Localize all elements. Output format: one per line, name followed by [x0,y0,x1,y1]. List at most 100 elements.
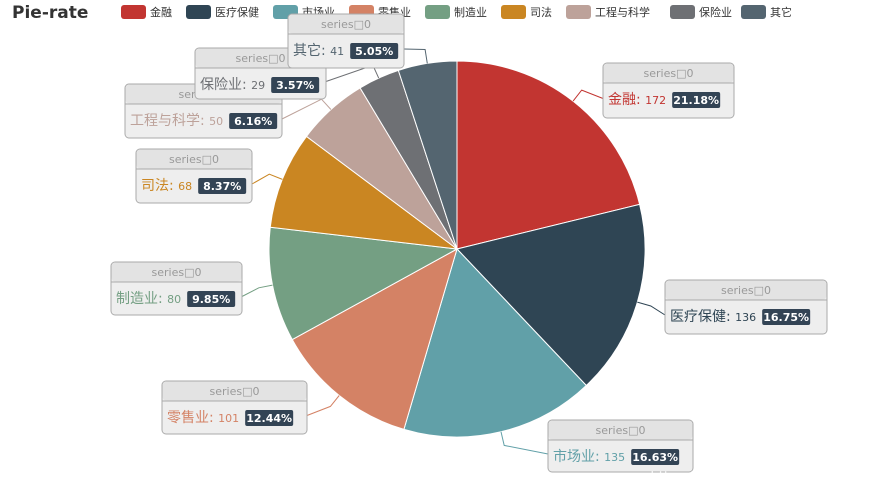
slice-6[interactable] [269,135,459,250]
label-header-band [288,14,404,34]
label-percent: 5.05% [355,45,393,58]
legend-swatch [566,5,591,19]
label-percent-badge [187,291,236,307]
label-name-value: 医疗保健: 136 [670,309,756,325]
legend-label: 医疗保健 [215,5,259,19]
label-percent-badge [631,449,680,465]
label-category: 工程与科学 [130,113,200,129]
label-category: 司法 [141,178,169,194]
label-percent-badge [672,92,721,108]
slice-4[interactable] [291,247,458,430]
label-header-band [111,262,242,282]
label-percent-badge [245,410,294,426]
leader-line-6 [251,173,283,185]
legend-swatch [670,5,695,19]
slice-labels: series□0 金融: 172 21.18% series□0 医疗保健: 136 16… [110,13,828,473]
label-header-band [665,280,827,300]
label-percent: 12.44% [246,412,292,425]
label-name-value: 零售业: 101 [167,410,239,426]
label-series-name: series□0 [721,284,771,297]
label-percent-badge [229,113,278,129]
legend-swatch [425,5,450,19]
label-value: 29 [251,79,265,92]
slice-label-4: series□0 零售业: 101 12.44% [161,380,308,435]
label-percent: 6.16% [234,115,272,128]
label-name-value: 制造业: 80 [116,291,181,307]
watermark-text: https://blog.csdn.net/qq_924485343 [650,470,887,485]
label-series-name: series□0 [152,266,202,279]
label-series-name: series□0 [169,153,219,166]
legend-item-2[interactable]: 医疗保健 [186,5,259,19]
label-name-value: 市场业: 135 [553,448,625,465]
legend: 金融 医疗保健 市场业 零售业 制造业 司法 工程与科学 保险业 其它 [121,5,792,19]
legend-label: 司法 [530,5,552,19]
leader-line-3 [500,431,549,455]
slice-label-6: series□0 司法: 68 8.37% [135,148,253,204]
slice-3[interactable] [403,248,587,438]
label-percent: 9.85% [192,293,230,306]
slice-label-3: series□0 市场业: 135 16.63% [547,419,694,473]
legend-label: 金融 [150,5,172,19]
legend-label: 制造业 [454,5,487,19]
label-percent-badge [350,43,399,59]
label-category: 零售业 [167,410,209,426]
leader-line-4 [306,395,340,416]
leader-line-5 [241,284,273,297]
slice-5[interactable] [268,226,459,341]
label-name-value: 其它: 41 [293,42,344,59]
label-header-band [136,149,252,169]
legend-item-1[interactable]: 金融 [121,5,172,19]
legend-swatch [501,5,526,19]
label-percent: 16.63% [632,451,678,464]
label-percent: 16.75% [763,311,809,324]
label-category: 金融 [608,92,636,108]
label-value: 41 [330,45,344,58]
legend-item-5[interactable]: 制造业 [425,5,487,19]
legend-swatch [121,5,146,19]
label-percent: 8.37% [203,180,241,193]
label-name-value: 司法: 68 [141,178,192,194]
legend-swatch [186,5,211,19]
chart-title: Pie-rate [12,3,88,23]
pie-slices [268,60,646,438]
legend-label: 其它 [770,5,792,19]
label-value: 136 [735,311,756,324]
legend-label: 工程与科学 [595,5,650,19]
label-value: 101 [218,412,239,425]
label-percent-badge [271,77,320,93]
label-value: 50 [209,115,223,128]
label-category: 医疗保健 [670,309,726,325]
label-header-band [162,381,307,401]
label-category: 制造业 [116,291,158,307]
legend-item-6[interactable]: 司法 [501,5,552,19]
label-value: 135 [604,451,625,464]
label-percent-badge [762,309,811,325]
legend-label: 保险业 [699,5,732,19]
label-series-name: series□0 [321,18,371,31]
slice-label-5: series□0 制造业: 80 9.85% [110,261,243,316]
label-series-name: series□0 [596,424,646,437]
legend-item-8[interactable]: 保险业 [670,5,732,19]
slice-1[interactable] [456,60,641,250]
legend-swatch [741,5,766,19]
label-name-value: 金融: 172 [608,92,666,108]
label-name-value: 工程与科学: 50 [130,113,223,129]
legend-item-9[interactable]: 其它 [741,5,792,19]
slice-label-2: series□0 医疗保健: 136 16.75% [664,279,828,335]
label-percent: 21.18% [673,94,719,107]
label-value: 68 [178,180,192,193]
label-series-name: series□0 [210,385,260,398]
label-percent-badge [198,178,247,194]
legend-item-7[interactable]: 工程与科学 [566,5,650,19]
label-series-name: series□0 [236,52,286,65]
label-category: 其它 [293,42,321,59]
leader-line-9 [403,48,428,64]
label-percent: 3.57% [276,79,314,92]
label-category: 保险业 [200,77,242,93]
label-value: 172 [645,94,666,107]
label-header-band [548,420,693,440]
label-name-value: 保险业: 29 [200,77,265,93]
slice-label-1: series□0 金融: 172 21.18% [602,62,735,119]
label-category: 市场业 [553,448,595,465]
